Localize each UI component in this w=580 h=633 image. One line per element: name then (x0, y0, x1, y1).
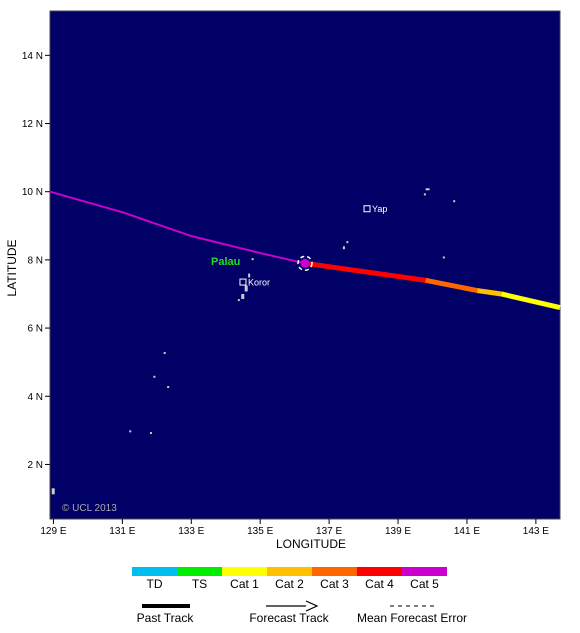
country-label-palau: Palau (211, 256, 240, 268)
forecast-track-label: Forecast Track (249, 611, 329, 625)
lat-tick-label: 2 N (27, 460, 43, 471)
town-label-koror: Koror (248, 278, 270, 288)
forecast-track-line (304, 260, 561, 311)
category-swatch (267, 567, 312, 576)
island-dot (342, 246, 345, 250)
island-dot (244, 285, 248, 292)
island-dot (453, 200, 456, 203)
place-labels: Palau Koror Yap (211, 204, 387, 287)
category-swatch (357, 567, 402, 576)
town-label-yap: Yap (372, 204, 387, 214)
lon-tick-label: 131 E (109, 526, 135, 537)
island-dot (51, 488, 55, 495)
forecast-track-segment (304, 260, 426, 283)
island-dot (241, 293, 245, 299)
island-dot (153, 375, 156, 378)
longitude-ticks: 129 E 131 E 133 E 135 E 137 E 139 E 141 E 143 E (40, 519, 549, 537)
lat-tick-label: 12 N (22, 119, 43, 130)
lat-tick-label: 6 N (27, 324, 43, 335)
lon-tick-label: 143 E (523, 526, 549, 537)
lon-tick-label: 129 E (40, 526, 66, 537)
track-type-legend: Past Track Forecast Track Mean Forecast … (137, 600, 467, 625)
lat-tick-label: 10 N (22, 187, 43, 198)
arrow-head-icon (305, 600, 319, 612)
category-label: Cat 3 (320, 577, 349, 591)
lon-tick-label: 137 E (316, 526, 342, 537)
category-legend: TD TS Cat 1 Cat 2 Cat 3 Cat 4 Cat 5 (132, 567, 447, 591)
lon-tick-label: 135 E (247, 526, 273, 537)
forecast-error-label: Mean Forecast Error (357, 611, 467, 625)
lon-tick-label: 141 E (454, 526, 480, 537)
storm-current-position (297, 255, 313, 272)
island-dot (251, 258, 254, 261)
lon-tick-label: 139 E (385, 526, 411, 537)
forecast-track-segment (425, 277, 478, 294)
category-swatch (222, 567, 267, 576)
category-label: Cat 1 (230, 577, 259, 591)
category-label: TS (192, 577, 207, 591)
forecast-track-segment (476, 288, 502, 297)
island-dot (248, 273, 251, 278)
island-dot (167, 386, 170, 389)
copyright-notice: © UCL 2013 (62, 503, 117, 514)
island-dot (423, 193, 426, 196)
storm-error-circle (297, 255, 313, 272)
x-axis-title: LONGITUDE (276, 537, 346, 551)
island-dot (163, 351, 166, 354)
past-track-line (49, 190, 306, 265)
category-swatch (132, 567, 177, 576)
y-axis-title: LATITUDE (5, 239, 19, 296)
category-swatch (177, 567, 222, 576)
past-track-path (49, 190, 306, 265)
storm-center-dot (300, 258, 310, 268)
island-dot (425, 188, 430, 191)
island-dot (237, 299, 240, 302)
island-dot (149, 432, 152, 435)
lat-tick-label: 14 N (22, 51, 43, 62)
island-dot (129, 430, 132, 433)
town-square-icon (363, 205, 371, 213)
island-dot (442, 256, 445, 259)
town-square-icon (239, 278, 247, 286)
latitude-ticks: 14 N 12 N 10 N 8 N 6 N 4 N 2 N (22, 51, 50, 471)
category-label: TD (147, 577, 163, 591)
island-markers (51, 188, 456, 495)
lat-tick-label: 4 N (27, 392, 43, 403)
category-label: Cat 2 (275, 577, 304, 591)
lon-tick-label: 133 E (178, 526, 204, 537)
forecast-track-segment (500, 291, 561, 311)
category-swatch (312, 567, 357, 576)
lat-tick-label: 8 N (27, 255, 43, 266)
category-swatch (402, 567, 447, 576)
category-label: Cat 4 (365, 577, 394, 591)
island-dot (346, 241, 349, 244)
category-label: Cat 5 (410, 577, 439, 591)
past-track-label: Past Track (137, 611, 195, 625)
